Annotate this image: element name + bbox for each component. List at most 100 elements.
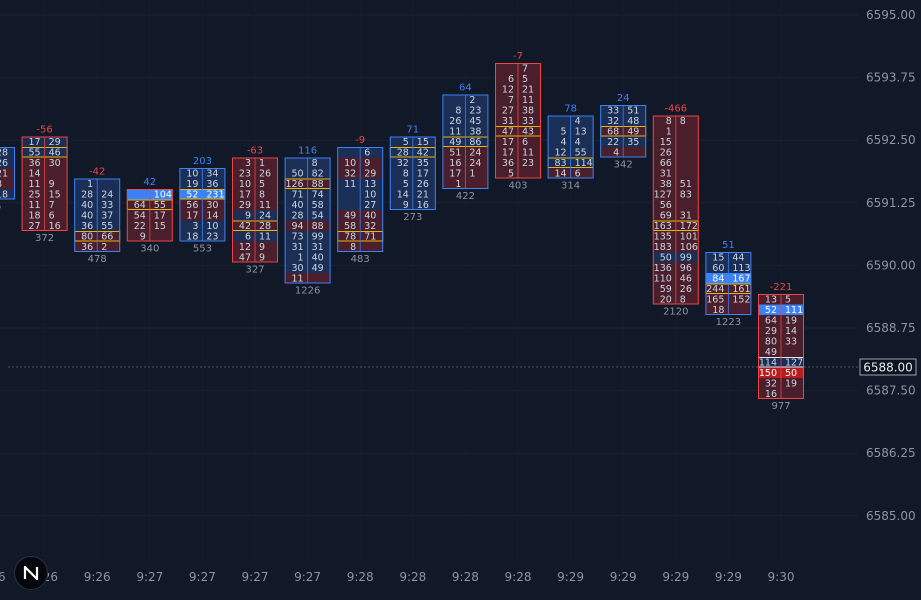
bid-volume: 66 (660, 158, 672, 169)
bid-volume: 17 (186, 210, 198, 221)
bid-volume: 17 (502, 137, 514, 148)
ask-volume: 38 (522, 105, 534, 116)
ask-volume: 4 (575, 137, 581, 148)
ask-volume: 1 (259, 158, 265, 169)
bid-volume: 126 (285, 179, 303, 190)
x-tick-label: 9:28 (347, 570, 374, 584)
ask-volume: 17 (154, 210, 166, 221)
ask-volume: 38 (469, 126, 481, 137)
ask-volume: 4 (575, 116, 581, 127)
delta-label: -42 (89, 167, 105, 178)
bid-volume: 114 (759, 357, 777, 368)
bid-volume: 14 (397, 189, 409, 200)
ask-volume: 15 (417, 137, 429, 148)
ask-volume: 46 (49, 147, 61, 158)
brand-logo-button[interactable] (14, 556, 48, 590)
x-tick-label: 9:27 (189, 570, 216, 584)
ask-volume: 11 (522, 95, 534, 106)
bid-volume: 30 (292, 263, 304, 274)
ask-volume: 23 (206, 231, 218, 242)
bid-volume: 10 (344, 158, 356, 169)
bid-volume: 165 (706, 294, 724, 305)
candle-body-outline (389, 136, 436, 210)
ask-volume: 43 (522, 126, 534, 137)
bid-volume: 20 (660, 294, 672, 305)
ask-volume: 48 (627, 116, 639, 127)
footprint-candle: 10 34 19 36 52 231 56 30 17 14 3 10 18 23 203 553 (179, 156, 226, 255)
ask-volume: 31 (312, 242, 324, 253)
delta-label: 116 (298, 146, 317, 157)
bid-volume: 15 (660, 137, 672, 148)
bid-volume: 9 (245, 210, 251, 221)
ask-volume: 33 (785, 336, 797, 347)
bid-volume: 29 (765, 326, 777, 337)
bid-volume: 32 (344, 168, 356, 179)
bid-volume: 11 (292, 273, 304, 284)
bid-volume: 3 (192, 221, 198, 232)
volume-label: 205 (0, 202, 2, 213)
volume-label: 553 (193, 244, 212, 255)
ask-volume: 58 (312, 200, 324, 211)
bid-volume: 42 (239, 221, 251, 232)
bid-volume: 68 (607, 126, 619, 137)
bid-volume: 12 (502, 84, 514, 95)
ask-volume: 9 (49, 179, 55, 190)
volume-label: 342 (614, 160, 633, 171)
bid-volume: 29 (239, 200, 251, 211)
bid-volume: 7 (508, 95, 514, 106)
candle-body-outline (74, 178, 121, 252)
bid-volume: 71 (292, 189, 304, 200)
x-tick-label: 9:28 (399, 570, 426, 584)
bid-volume: 22 (134, 221, 146, 232)
bid-volume: 19 (186, 179, 198, 190)
bid-volume: 52 (765, 305, 777, 316)
bid-volume: 11 (29, 179, 41, 190)
bid-volume: 127 (654, 189, 672, 200)
ask-volume: 6 (575, 168, 581, 179)
candle-body-outline (232, 157, 278, 263)
grid-layer (0, 0, 858, 560)
ask-volume: 17 (417, 168, 429, 179)
delta-label: 64 (459, 83, 472, 94)
ask-volume: 71 (364, 231, 376, 242)
bid-volume: 4 (613, 147, 619, 158)
bid-volume: 49 (449, 137, 461, 148)
ask-volume: 7 (522, 63, 528, 74)
ask-volume: 74 (312, 189, 324, 200)
ask-volume: 40 (312, 252, 324, 263)
ask-volume: 36 (206, 179, 218, 190)
delta-label: 42 (143, 177, 156, 188)
delta-label: -9 (355, 135, 365, 146)
ask-volume: 161 (732, 284, 750, 295)
ask-volume: 10 (206, 221, 218, 232)
ask-volume: 6 (49, 210, 55, 221)
ask-volume: 26 (680, 284, 692, 295)
ask-volume: 8 (0, 179, 2, 190)
x-tick-label: 9:29 (557, 570, 584, 584)
bid-volume: 83 (555, 158, 567, 169)
candle-body-outline (0, 147, 15, 200)
ask-volume: 16 (417, 200, 429, 211)
ask-volume: 26 (0, 158, 8, 169)
bid-volume: 38 (660, 179, 672, 190)
bid-volume: 17 (502, 147, 514, 158)
bid-volume: 64 (134, 200, 146, 211)
footprint-cell (0, 157, 15, 168)
ask-volume: 114 (575, 158, 593, 169)
ask-volume: 96 (680, 263, 692, 274)
ask-volume: 113 (732, 263, 750, 274)
x-tick-label: 9:28 (452, 570, 479, 584)
candle-body-outline (126, 189, 173, 242)
ask-volume: 6 (364, 147, 370, 158)
footprint-cell (0, 168, 15, 179)
bid-volume: 1 (666, 126, 672, 137)
bid-volume: 50 (660, 252, 672, 263)
bid-volume: 5 (561, 126, 567, 137)
ask-volume: 50 (785, 368, 797, 379)
ask-volume: 37 (101, 210, 113, 221)
